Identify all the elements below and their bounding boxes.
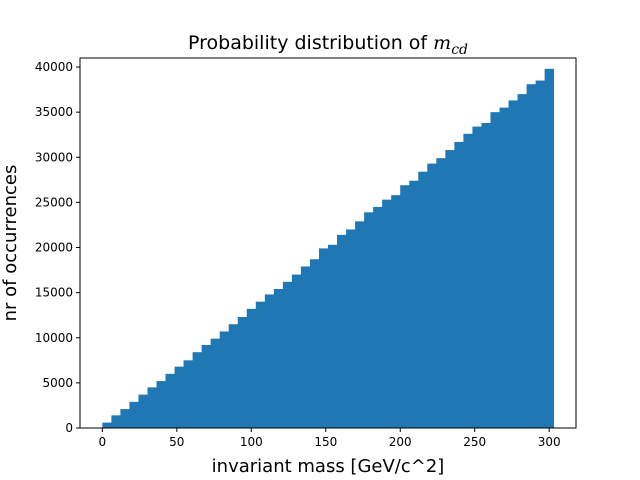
histogram-bar [111,415,121,428]
histogram-bar [102,422,112,428]
histogram-bar [228,324,239,428]
histogram-bar [264,294,275,428]
histogram-bar [544,68,555,428]
histogram-bar [508,100,518,428]
histogram-bar [445,150,455,429]
histogram-bar [535,80,546,428]
y-axis-label: nr of occurrences [0,165,21,322]
histogram-bar [418,171,428,428]
x-tick-label: 250 [463,435,486,449]
histogram-bar [472,126,482,428]
histogram-bar [346,229,356,428]
chart-title-math-sub: cd [451,42,468,58]
histogram-bar [499,107,509,428]
histogram-bar [147,387,157,428]
histogram-bar [463,133,473,429]
y-tick-label: 35000 [35,105,73,119]
histogram-bar [454,141,464,428]
y-tick-label: 20000 [35,241,73,255]
histogram-bar [273,289,284,428]
y-tick-label: 30000 [35,150,73,164]
histogram-bar [300,266,311,428]
histogram-bar [192,352,203,428]
histogram-bar [255,301,266,428]
histogram-bar [400,185,410,428]
histogram-bar [355,221,365,428]
histogram-bar [337,234,347,428]
histogram-bar [309,259,320,428]
histogram-bar [328,244,338,428]
histogram-bar [237,317,248,428]
histogram-bar [436,158,446,429]
histogram-bar [318,248,329,428]
histogram-bar [373,206,383,428]
x-tick-label: 200 [389,435,412,449]
histogram-bar [427,163,437,428]
histogram-bar [219,331,230,428]
x-axis-label: invariant mass [GeV/c^2] [212,456,445,477]
histogram-bar [481,122,491,428]
histogram-bar [156,381,166,428]
histogram-bar [282,281,293,428]
histogram-bar [165,373,175,428]
y-tick-label: 15000 [35,286,73,300]
x-tick-label: 0 [99,435,107,449]
chart-title-math: m [433,32,451,54]
histogram-bar [246,308,257,428]
x-tick-label: 150 [314,435,337,449]
histogram-bar [382,199,392,428]
chart-title-text: Probability distribution of [188,32,433,54]
x-tick-label: 50 [169,435,184,449]
y-tick-label: 0 [65,421,73,435]
histogram-bar [409,180,419,428]
histogram-bar [210,338,221,428]
y-tick-label: 5000 [42,376,73,390]
histogram-bar [174,366,184,428]
y-axis-ticks: 0 5000 10000 15000 20000 25000 30000 35000 40000 [35,60,80,435]
histogram-bar [129,401,139,428]
histogram-bar [490,112,500,429]
y-tick-label: 25000 [35,195,73,209]
chart-title: Probability distribution of mcd [188,32,468,58]
histogram-bar [138,394,148,428]
histogram-bar [120,409,130,428]
histogram-bar [364,212,374,428]
histogram-bar [391,195,401,428]
histogram-bar [291,274,302,428]
x-axis-ticks: 0 50 100 150 200 250 300 [99,428,561,449]
histogram-bar [201,344,212,428]
x-tick-label: 300 [538,435,561,449]
histogram-bar [517,94,527,428]
x-tick-label: 100 [240,435,263,449]
plot-frame [79,57,577,429]
histogram-bar [183,360,194,428]
bars-group [102,68,555,429]
histogram-bar [526,84,537,429]
y-tick-label: 40000 [35,60,73,74]
y-tick-label: 10000 [35,331,73,345]
